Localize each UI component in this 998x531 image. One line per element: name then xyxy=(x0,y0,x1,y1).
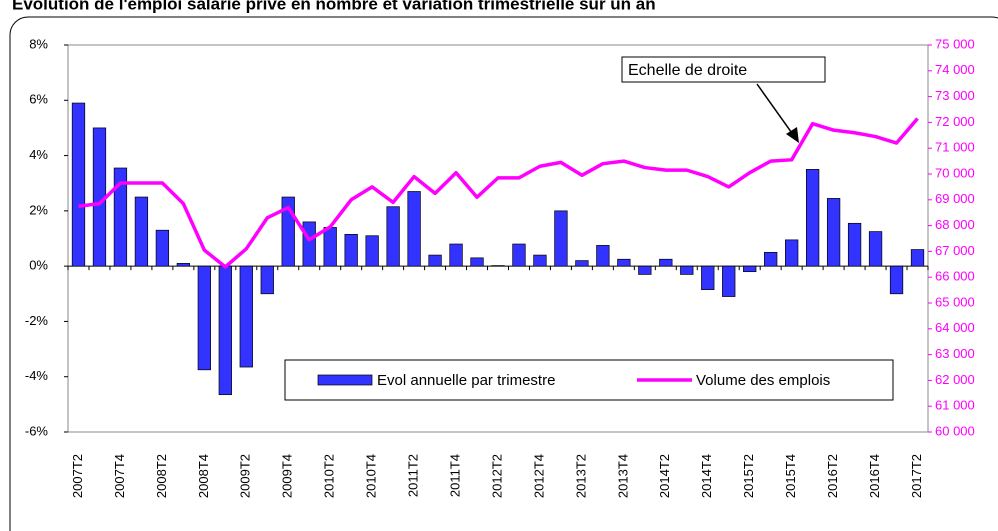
bar xyxy=(512,243,526,267)
x-tick-label: 2007T4 xyxy=(112,454,127,498)
bar xyxy=(533,254,547,267)
x-tick-label: 2014T4 xyxy=(699,454,714,498)
y2-tick-label: 65 000 xyxy=(935,294,975,309)
bar xyxy=(260,265,274,295)
y2-tick-label: 70 000 xyxy=(935,165,975,180)
annotation-arrowhead xyxy=(786,127,799,143)
bar xyxy=(868,231,883,267)
line xyxy=(78,117,919,269)
y-tick-label: 6% xyxy=(29,92,48,107)
y-tick-label: 8% xyxy=(29,36,48,51)
bar xyxy=(764,251,778,267)
x-tick-label: 2013T2 xyxy=(573,454,588,498)
bar xyxy=(722,265,736,297)
y-tick-label: -2% xyxy=(25,313,49,328)
y2-tick-label: 73 000 xyxy=(935,88,975,103)
y2-tick-label: 61 000 xyxy=(935,398,975,413)
bar xyxy=(113,167,128,267)
bar xyxy=(218,265,232,396)
x-tick-label: 2011T4 xyxy=(447,454,462,497)
y-tick-label: -6% xyxy=(25,423,49,438)
bar xyxy=(449,243,463,267)
bar xyxy=(826,198,841,267)
x-tick-label: 2013T4 xyxy=(615,454,630,498)
x-tick-label: 2011T2 xyxy=(406,454,421,497)
x-tick-label: 2009T4 xyxy=(280,454,295,498)
x-tick-label: 2015T2 xyxy=(741,454,756,498)
y2-tick-label: 66 000 xyxy=(935,269,975,284)
bar xyxy=(407,191,421,267)
y-tick-label: 0% xyxy=(29,258,48,273)
plot-frame xyxy=(67,44,929,433)
bar xyxy=(71,102,86,267)
y2-tick-label: 62 000 xyxy=(935,372,975,387)
x-tick-label: 2014T2 xyxy=(657,454,672,498)
chart-title: Evolution de l'emploi salarié privé en n… xyxy=(12,0,656,13)
x-tick-label: 2007T2 xyxy=(70,454,85,498)
bar xyxy=(575,260,589,267)
legend-box xyxy=(284,359,894,401)
x-tick-label: 2012T2 xyxy=(489,454,504,498)
x-tick-label: 2010T4 xyxy=(364,454,379,498)
bar xyxy=(428,254,442,267)
annotation: Echelle de droite xyxy=(628,62,747,79)
bar xyxy=(743,265,757,273)
y2-tick-label: 72 000 xyxy=(935,114,975,129)
annotation-arrow xyxy=(756,83,795,137)
legend-label: Evol annuelle par trimestre xyxy=(377,372,555,389)
bar xyxy=(638,265,652,275)
bar xyxy=(889,265,904,295)
y2-tick-label: 64 000 xyxy=(935,320,975,335)
y2-tick-label: 75 000 xyxy=(935,36,975,51)
bar xyxy=(805,169,820,267)
x-tick-label: 2016T2 xyxy=(825,454,840,498)
bar xyxy=(386,206,400,267)
bar xyxy=(239,265,253,368)
bar xyxy=(596,245,610,267)
legend-swatch xyxy=(317,374,373,386)
bar xyxy=(785,239,799,267)
annotation-box xyxy=(621,56,826,83)
bar xyxy=(344,234,358,267)
bar xyxy=(847,222,862,267)
y2-tick-label: 74 000 xyxy=(935,62,975,77)
x-tick-label: 2008T2 xyxy=(154,454,169,498)
bar xyxy=(302,221,316,267)
bar xyxy=(701,265,715,290)
y2-tick-label: 67 000 xyxy=(935,243,975,258)
bar xyxy=(554,210,568,267)
y2-tick-label: 60 000 xyxy=(935,423,975,438)
bar xyxy=(323,227,337,267)
y-tick-label: 4% xyxy=(29,147,48,162)
x-tick-label: 2016T4 xyxy=(867,454,882,498)
y2-tick-label: 71 000 xyxy=(935,140,975,155)
x-tick-label: 2008T4 xyxy=(196,454,211,498)
chart-frame xyxy=(9,16,998,531)
x-tick-label: 2010T2 xyxy=(322,454,337,498)
y-tick-label: 2% xyxy=(29,202,48,217)
y2-tick-label: 68 000 xyxy=(935,217,975,232)
x-tick-label: 2012T4 xyxy=(531,454,546,498)
legend-label: Volume des emplois xyxy=(696,372,830,389)
bar xyxy=(176,263,191,267)
bar xyxy=(134,196,149,267)
bar xyxy=(659,258,673,267)
x-tick-label: 2017T2 xyxy=(909,454,924,498)
bar xyxy=(197,265,211,371)
x-tick-label: 2015T4 xyxy=(783,454,798,498)
bar xyxy=(910,249,925,267)
bar xyxy=(155,229,170,267)
bar xyxy=(680,265,694,275)
bar xyxy=(491,265,505,267)
y-tick-label: -4% xyxy=(25,368,49,383)
bar xyxy=(470,257,484,267)
bar xyxy=(365,235,379,267)
y2-tick-label: 63 000 xyxy=(935,346,975,361)
x-tick-label: 2009T2 xyxy=(238,454,253,498)
bar xyxy=(617,258,631,267)
y2-tick-label: 69 000 xyxy=(935,191,975,206)
